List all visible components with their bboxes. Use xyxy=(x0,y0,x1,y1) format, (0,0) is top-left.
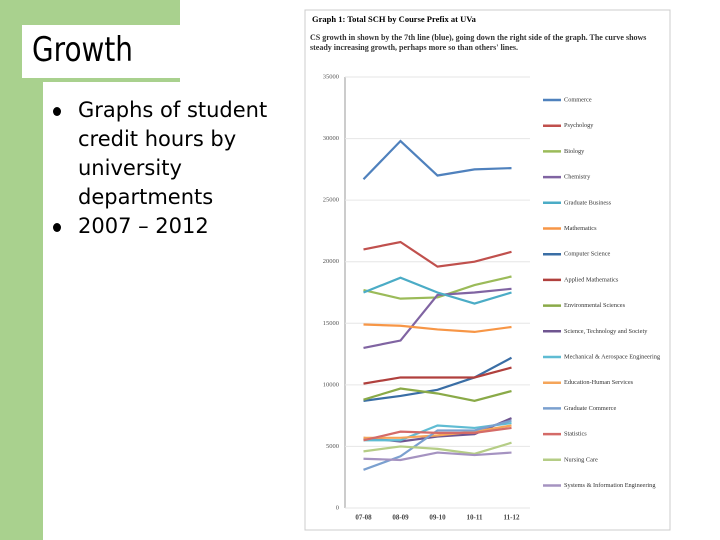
legend-label: Biology xyxy=(564,148,585,155)
y-tick-label: 0 xyxy=(336,504,339,511)
chart-subtitle: CS growth in shown by the 7th line (blue… xyxy=(310,33,647,52)
series-line xyxy=(363,276,512,305)
background-band xyxy=(0,0,43,540)
legend-label: Commerce xyxy=(564,96,592,103)
slide-title: Growth xyxy=(32,30,133,70)
legend-label: Mathematics xyxy=(564,225,597,232)
chart-title: Graph 1: Total SCH by Course Prefix at U… xyxy=(312,14,477,24)
x-tick-label: 08-09 xyxy=(392,514,409,522)
series-line xyxy=(363,387,512,402)
series-line xyxy=(363,287,512,349)
y-tick-label: 30000 xyxy=(323,135,339,142)
y-tick-label: 25000 xyxy=(323,197,339,204)
legend-label: Graduate Business xyxy=(564,199,612,206)
series-line xyxy=(363,419,512,471)
y-tick-label: 35000 xyxy=(323,73,339,80)
legend-label: Applied Mathematics xyxy=(564,276,619,283)
series-line xyxy=(363,424,512,439)
series-line xyxy=(363,451,512,462)
legend-label: Computer Science xyxy=(564,251,611,258)
bullet-list: Graphs of student credit hours by univer… xyxy=(50,96,290,241)
y-tick-label: 20000 xyxy=(323,258,339,265)
legend-label: Education-Human Services xyxy=(564,379,634,386)
bullet: Graphs of student credit hours by univer… xyxy=(50,96,290,212)
y-tick-label: 5000 xyxy=(326,443,339,450)
series-line xyxy=(363,240,512,268)
x-tick-label: 11-12 xyxy=(504,514,520,522)
x-tick-label: 09-10 xyxy=(429,514,446,522)
chart-frame xyxy=(304,9,671,531)
legend-label: Science, Technology and Society xyxy=(564,328,648,335)
legend-label: Statistics xyxy=(564,431,587,438)
title-box xyxy=(22,25,305,78)
legend-label: Systems & Information Engineering xyxy=(564,482,656,489)
legend-label: Psychology xyxy=(564,122,594,129)
series-line xyxy=(362,139,512,180)
bullet: 2007 – 2012 xyxy=(50,212,290,241)
series-line xyxy=(363,441,512,455)
legend-label: Graduate Commerce xyxy=(564,405,616,412)
x-tick-label: 07-08 xyxy=(355,514,372,522)
legend-label: Chemistry xyxy=(564,174,591,181)
chart-subtitle-box: CS growth in shown by the 7th line (blue… xyxy=(310,33,647,52)
y-tick-label: 15000 xyxy=(323,320,339,327)
y-tick-label: 10000 xyxy=(323,381,339,388)
legend-label: Mechanical & Aerospace Engineering xyxy=(564,353,661,360)
series-line xyxy=(363,323,512,334)
series-line xyxy=(363,426,512,442)
legend-label: Nursing Care xyxy=(564,456,598,463)
series-line xyxy=(363,366,512,385)
x-tick-label: 10-11 xyxy=(467,514,483,522)
series-line xyxy=(363,275,512,300)
series-line xyxy=(363,356,513,402)
legend-label: Environmental Sciences xyxy=(564,302,626,309)
